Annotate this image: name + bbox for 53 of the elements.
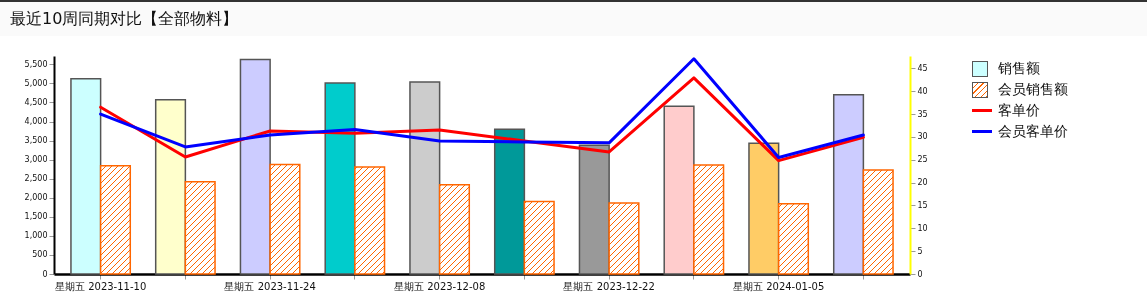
line-series bbox=[99, 57, 865, 159]
x-tick-label: 星期五 2023-11-24 bbox=[224, 280, 316, 292]
bar bbox=[70, 78, 102, 275]
y2-tick-label: 40 bbox=[917, 86, 928, 96]
y-tick-label: 2,000 bbox=[24, 193, 48, 203]
bar bbox=[777, 203, 810, 275]
bar bbox=[269, 163, 301, 275]
y-tick-label: 3,000 bbox=[24, 155, 48, 165]
y-tick-label: 2,500 bbox=[24, 174, 48, 184]
y-tick-label: 3,500 bbox=[24, 136, 48, 146]
bar bbox=[493, 128, 526, 275]
legend-label: 销售额 bbox=[998, 59, 1040, 78]
y-tick-label: 500 bbox=[32, 250, 48, 260]
bar bbox=[354, 166, 386, 275]
bar bbox=[862, 169, 894, 275]
x-tick-label: 星期五 2023-12-08 bbox=[393, 280, 486, 292]
y2-tick-label: 25 bbox=[917, 155, 928, 165]
y-tick-label: 4,000 bbox=[24, 117, 48, 127]
y-tick-label: 5,500 bbox=[24, 59, 48, 69]
bar bbox=[154, 99, 187, 275]
bar bbox=[184, 181, 216, 275]
y2-tick-label: 0 bbox=[917, 269, 923, 279]
y-tick-label: 5,000 bbox=[24, 78, 48, 88]
bar bbox=[239, 58, 271, 275]
legend-label: 会员销售额 bbox=[998, 80, 1068, 99]
bar bbox=[438, 184, 471, 275]
y2-tick-label: 5 bbox=[917, 246, 923, 256]
x-tick-label: 星期五 2023-12-22 bbox=[563, 280, 655, 292]
bar bbox=[99, 165, 132, 275]
y-tick-label: 4,500 bbox=[24, 98, 48, 107]
bar bbox=[523, 200, 555, 275]
bar bbox=[663, 105, 695, 275]
bar bbox=[608, 202, 640, 275]
bar bbox=[832, 94, 865, 275]
y2-tick-label: 20 bbox=[917, 178, 928, 188]
y2-tick-label: 45 bbox=[917, 63, 928, 73]
chart-title: 最近10周同期对比【全部物料】 bbox=[0, 0, 1147, 36]
y-tick-label: 1,500 bbox=[24, 212, 48, 222]
bar bbox=[693, 164, 725, 275]
bar bbox=[409, 81, 441, 275]
y2-tick-label: 10 bbox=[917, 223, 928, 233]
bar bbox=[748, 142, 780, 275]
x-tick-label: 星期五 2023-11-10 bbox=[54, 280, 147, 292]
legend-label: 客单价 bbox=[998, 101, 1040, 120]
y2-tick-label: 15 bbox=[917, 200, 928, 210]
bar bbox=[324, 82, 356, 275]
legend-label: 会员客单价 bbox=[998, 122, 1068, 141]
y2-tick-label: 35 bbox=[917, 109, 928, 119]
bar bbox=[578, 144, 610, 275]
y-tick-label: 0 bbox=[42, 269, 48, 279]
y2-tick-label: 30 bbox=[917, 132, 928, 142]
y-tick-label: 1,000 bbox=[24, 231, 48, 241]
x-tick-label: 星期五 2024-01-05 bbox=[732, 280, 825, 292]
